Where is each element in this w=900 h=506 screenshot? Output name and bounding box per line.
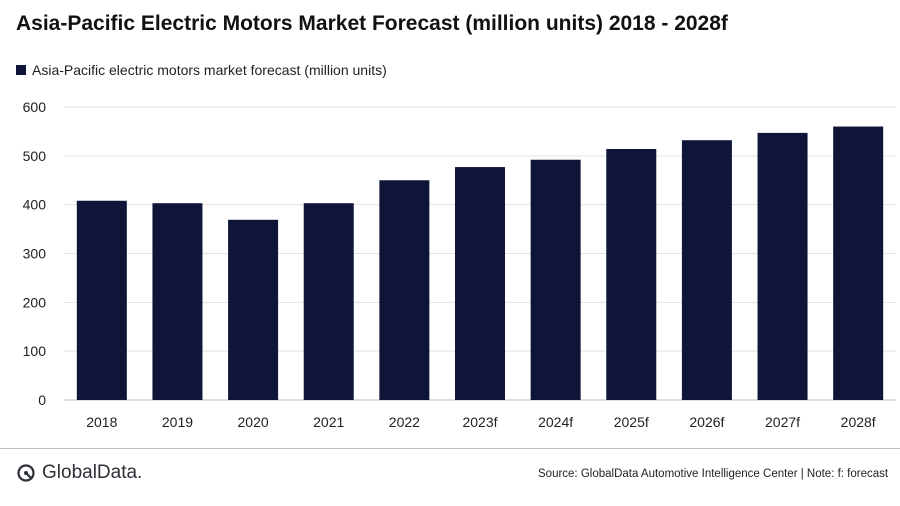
x-tick-label: 2028f xyxy=(841,414,876,430)
x-tick-label: 2018 xyxy=(86,414,117,430)
y-tick-label: 500 xyxy=(23,148,47,164)
x-tick-label: 2022 xyxy=(389,414,420,430)
chart-title: Asia-Pacific Electric Motors Market Fore… xyxy=(16,12,728,35)
globaldata-logo-icon xyxy=(17,464,35,482)
y-tick-label: 100 xyxy=(23,343,47,359)
x-tick-label: 2020 xyxy=(238,414,269,430)
bar-2022 xyxy=(379,180,430,400)
x-tick-label: 2021 xyxy=(313,414,344,430)
y-tick-label: 400 xyxy=(23,197,47,213)
bar-2023f xyxy=(455,167,505,400)
x-tick-label: 2019 xyxy=(162,414,193,430)
source-note: Source: GlobalData Automotive Intelligen… xyxy=(538,468,889,480)
y-tick-label: 300 xyxy=(23,246,47,262)
logo-text: GlobalData. xyxy=(42,462,143,483)
legend-swatch xyxy=(16,65,26,75)
bar-2024f xyxy=(530,159,581,400)
x-tick-label: 2026f xyxy=(689,414,724,430)
x-tick-label: 2023f xyxy=(462,414,497,430)
x-tick-label: 2027f xyxy=(765,414,800,430)
x-tick-label: 2025f xyxy=(614,414,649,430)
y-tick-label: 600 xyxy=(23,99,47,115)
bar-2020 xyxy=(228,219,279,400)
bar-2028f xyxy=(833,126,884,401)
x-axis-ticks: 2018 2019 2020 2021 2022 2023f 2024f 2025f 2026f… xyxy=(86,414,876,430)
y-tick-label: 0 xyxy=(38,392,46,408)
bar-2026f xyxy=(681,140,732,400)
bar-chart: 0 100 200 300 400 500 600 2018 2019 2020 2021 2022… xyxy=(23,99,896,430)
y-axis-ticks: 0 100 200 300 400 500 600 xyxy=(23,99,47,408)
footer-divider xyxy=(0,448,900,449)
bar-2027f xyxy=(757,132,808,401)
bar-2019 xyxy=(152,203,203,400)
globaldata-logo: GlobalData. xyxy=(16,462,142,484)
bar-2021 xyxy=(303,203,354,400)
chart-legend: Asia-Pacific electric motors market fore… xyxy=(16,62,387,78)
bars xyxy=(76,126,884,401)
bar-2018 xyxy=(76,200,127,400)
legend-label: Asia-Pacific electric motors market fore… xyxy=(32,62,387,78)
x-tick-label: 2024f xyxy=(538,414,573,430)
y-tick-label: 200 xyxy=(23,294,47,310)
bar-2025f xyxy=(606,148,657,400)
